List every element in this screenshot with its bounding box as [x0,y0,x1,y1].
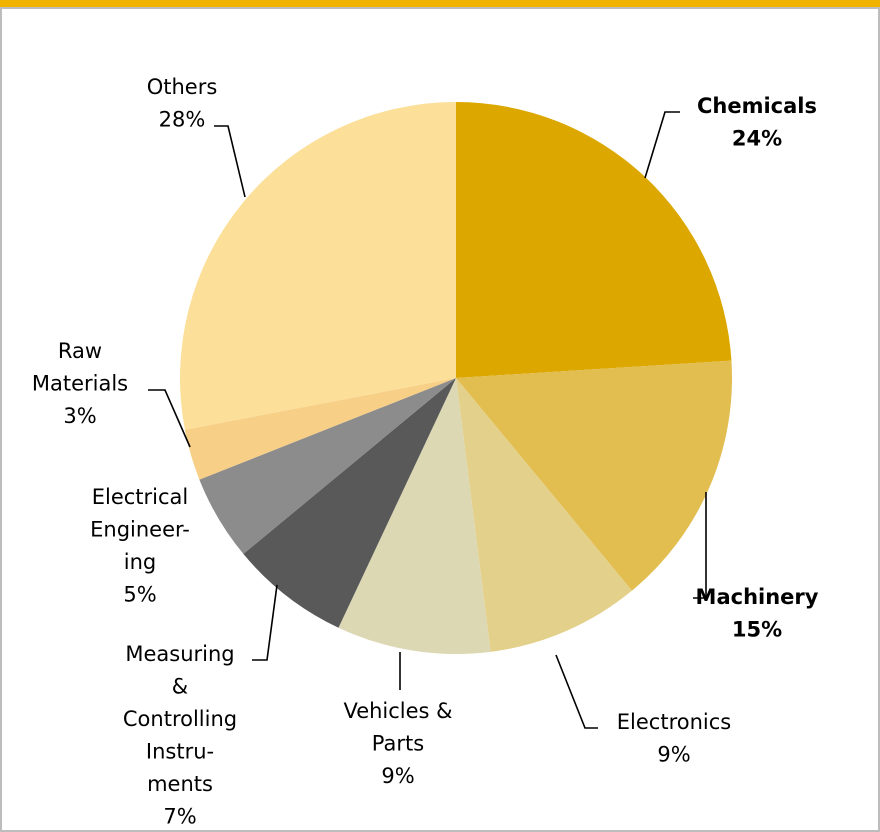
pie-slice [243,378,456,628]
leader-line [644,111,680,179]
category-label: Electrical Engineer-ing [90,485,190,574]
leader-line [693,492,707,599]
category-label: Machinery [696,585,819,609]
pie-slice [338,378,491,655]
pie-slice [179,102,456,430]
leader-line [252,584,278,661]
leader-line [214,125,246,198]
value-label: 15% [732,618,782,642]
value-label: 3% [63,404,96,428]
pie-slice [456,360,732,591]
pie-slice [456,378,632,652]
category-label: Vehicles & Parts [343,699,452,756]
top-bar [0,0,880,8]
category-label: Others [147,75,218,99]
category-label: Electronics [617,710,731,734]
value-label: 24% [732,127,782,151]
pie-slice [184,378,456,480]
value-label: 28% [159,108,206,132]
pie-slice [456,102,732,378]
pie-slice [199,378,456,554]
category-label: Chemicals [697,94,817,118]
value-label: 9% [381,764,414,788]
leader-line [555,654,598,729]
category-label: Raw Materials [32,339,128,396]
value-label: 9% [657,743,690,767]
leader-line [148,389,191,448]
value-label: 7% [163,805,196,829]
category-label: Measuring & Controlling Instru-ments [123,642,237,796]
value-label: 5% [123,583,156,607]
